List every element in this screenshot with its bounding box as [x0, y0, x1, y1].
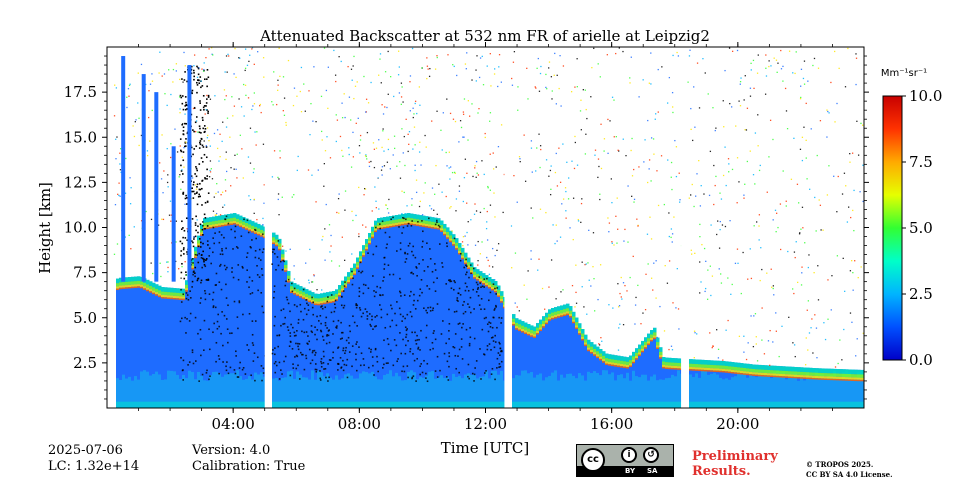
- colorbar-tick-label: 7.5: [909, 153, 933, 171]
- y-axis-label: Height [km]: [36, 182, 54, 274]
- by-label: BY: [625, 467, 636, 475]
- colorbar-tick-label: 0.0: [909, 351, 933, 369]
- sa-label: SA: [647, 467, 658, 475]
- x-tick-label: 20:00: [716, 415, 759, 433]
- preliminary-line-2: Results.: [692, 464, 751, 479]
- cc-license-badge: cc i ↺ BY SA: [576, 444, 674, 477]
- cc-badge-bar: [577, 466, 673, 476]
- cc-icon: cc: [581, 448, 605, 472]
- colorbar: [882, 95, 903, 361]
- sa-icon: ↺: [643, 447, 659, 463]
- date-label: 2025-07-06: [48, 443, 123, 458]
- y-tick-label: 7.5: [73, 264, 97, 282]
- y-tick-label: 10.0: [64, 219, 97, 237]
- colorbar-tick-label: 10.0: [909, 87, 942, 105]
- x-tick-label: 16:00: [590, 415, 633, 433]
- copyright-line-2: CC BY SA 4.0 License.: [806, 470, 893, 479]
- x-axis-label: Time [UTC]: [441, 439, 530, 457]
- x-tick-label: 12:00: [464, 415, 507, 433]
- footer-left: 2025-07-06 LC: 1.32e+14: [48, 443, 139, 475]
- chart-title: Attenuated Backscatter at 532 nm FR of a…: [259, 27, 710, 45]
- colorbar-tick-label: 2.5: [909, 285, 933, 303]
- x-tick-label: 08:00: [338, 415, 381, 433]
- colorbar-tick-label: 5.0: [909, 219, 933, 237]
- y-tick-label: 2.5: [73, 354, 97, 372]
- colorbar-label: Mm⁻¹sr⁻¹: [881, 68, 927, 79]
- preliminary-results-label: Preliminary Results.: [692, 449, 778, 479]
- footer-middle: Version: 4.0 Calibration: True: [192, 443, 305, 475]
- copyright-line-1: © TROPOS 2025.: [806, 460, 874, 469]
- by-icon: i: [621, 447, 637, 463]
- calibration-label: Calibration: True: [192, 459, 306, 474]
- y-tick-label: 17.5: [64, 83, 97, 101]
- y-tick-label: 15.0: [64, 128, 97, 146]
- preliminary-line-1: Preliminary: [692, 449, 778, 464]
- x-tick-label: 04:00: [212, 415, 255, 433]
- lc-label: LC: 1.32e+14: [48, 459, 140, 474]
- y-tick-label: 12.5: [64, 173, 97, 191]
- license-text: © TROPOS 2025. CC BY SA 4.0 License.: [806, 460, 893, 480]
- version-label: Version: 4.0: [192, 443, 271, 458]
- y-tick-label: 5.0: [73, 309, 97, 327]
